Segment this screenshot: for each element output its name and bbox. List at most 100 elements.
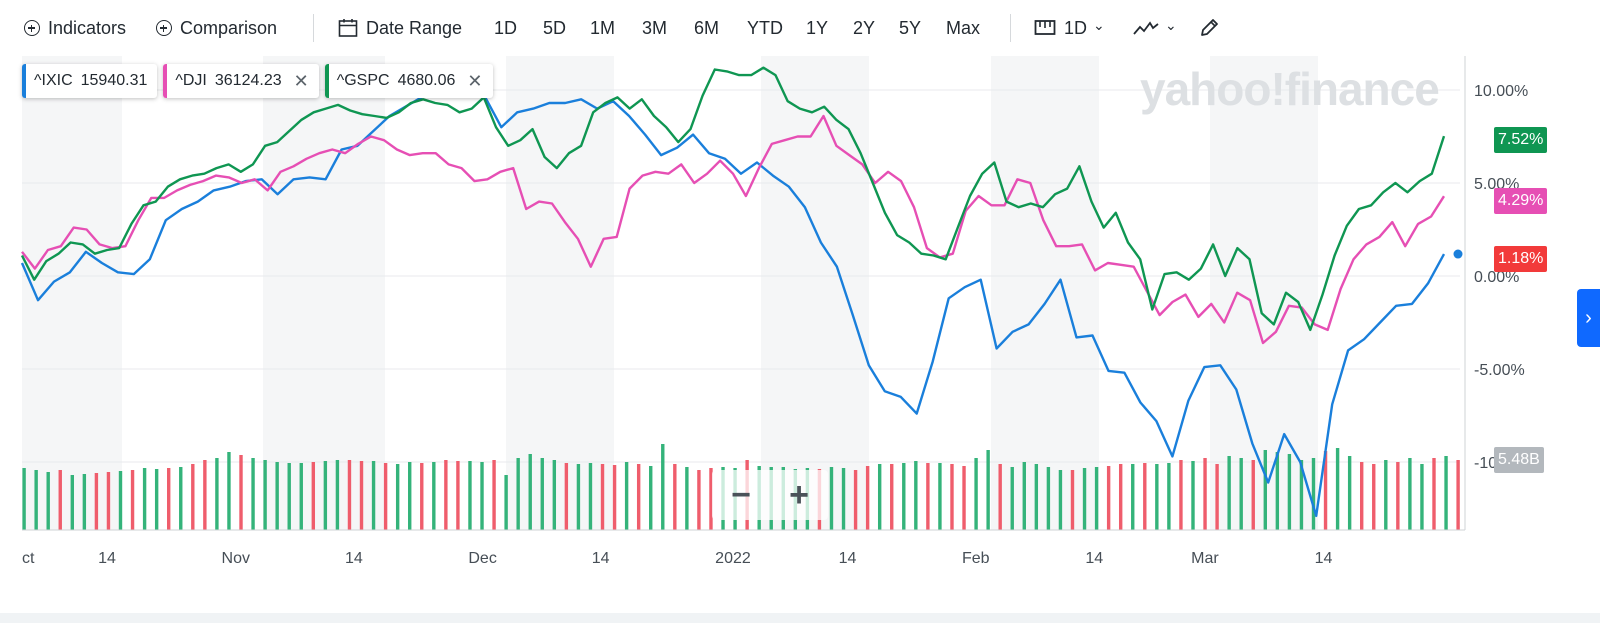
x-tick-label: 14 [345, 550, 363, 567]
volume-bar [1384, 460, 1388, 530]
range-5y[interactable]: 5Y [899, 17, 922, 38]
series-line-ixic[interactable] [20, 77, 1446, 518]
volume-bar [142, 468, 147, 530]
volume-bar [1022, 462, 1026, 530]
volume-bar [34, 470, 38, 530]
toolbar-divider [1010, 14, 1011, 42]
range-1y[interactable]: 1Y [806, 17, 829, 38]
volume-bar [697, 470, 701, 530]
volume-bar [576, 464, 581, 530]
volume-bar [347, 460, 352, 530]
range-1d[interactable]: 1D [494, 17, 518, 38]
indicators-button[interactable]: Indicators [24, 18, 126, 39]
close-icon[interactable]: ✕ [467, 70, 483, 91]
volume-bar [22, 468, 26, 530]
volume-bar [1143, 463, 1147, 530]
volume-bar [516, 458, 520, 530]
volume-bar [383, 463, 388, 530]
volume-bar [215, 458, 219, 530]
legend-chip-gspc[interactable]: ^GSPC 4680.06 ✕ [324, 64, 493, 98]
volume-bar [890, 464, 894, 530]
range-ytd[interactable]: YTD [747, 17, 783, 38]
volume-bar [962, 466, 966, 530]
volume-bar [154, 469, 159, 530]
volume-bar [1311, 458, 1316, 530]
volume-bar [191, 464, 195, 530]
series-line-gspc[interactable] [20, 66, 1446, 332]
volume-bar [1251, 460, 1255, 530]
x-tick-label: Dec [468, 550, 496, 567]
volume-bar [480, 462, 484, 530]
legend-chip-ixic[interactable]: ^IXIC 15940.31 [22, 64, 158, 98]
series-color-bar [324, 64, 329, 98]
volume-bar [1106, 466, 1111, 530]
volume-bar [1215, 464, 1219, 530]
volume-bar [528, 454, 532, 530]
volume-bar [179, 467, 183, 530]
volume-bar [275, 462, 279, 530]
zoom-in-button[interactable]: + [789, 475, 809, 514]
volume-bar [1046, 467, 1051, 530]
range-2y[interactable]: 2Y [853, 17, 876, 38]
legend-chip-dji[interactable]: ^DJI 36124.23 ✕ [163, 64, 319, 98]
range-5d[interactable]: 5D [543, 17, 567, 38]
volume-bar [420, 463, 424, 530]
volume-bar [468, 461, 472, 530]
volume-bar [46, 472, 50, 530]
volume-bar [865, 466, 870, 530]
indicators-label: Indicators [48, 17, 127, 38]
volume-bar [408, 462, 412, 530]
volume-bar [986, 450, 990, 530]
volume-bar [1432, 458, 1436, 530]
month-band [761, 56, 869, 530]
volume-bar [287, 463, 291, 530]
toolbar-divider [313, 14, 314, 42]
volume-bar [263, 460, 267, 530]
volume-bar [203, 460, 207, 530]
month-band [263, 56, 385, 530]
volume-bar [1372, 464, 1376, 530]
calendar-icon [338, 19, 358, 37]
close-icon[interactable]: ✕ [293, 70, 309, 91]
series-line-dji[interactable] [21, 114, 1446, 345]
range-max[interactable]: Max [946, 17, 981, 38]
interval-dropdown[interactable]: 1D ⌄ [1034, 17, 1105, 39]
volume-bar [914, 461, 918, 530]
volume-bar [1408, 458, 1412, 530]
volume-bar [70, 475, 75, 530]
date-range-button[interactable]: Date Range [338, 18, 462, 39]
zoom-out-button[interactable]: − [731, 475, 751, 514]
range-6m[interactable]: 6M [694, 17, 720, 38]
x-tick-label: Feb [962, 550, 990, 567]
expand-panel-tab[interactable]: › [1577, 289, 1600, 347]
legend: ^IXIC 15940.31 ^DJI 36124.23 ✕ ^GSPC 468… [22, 64, 493, 98]
month-band [506, 56, 614, 530]
y-tick-label: -5.00% [1474, 362, 1525, 379]
volume-bar [950, 464, 954, 530]
chart-type-dropdown[interactable]: ⌄ [1133, 17, 1177, 37]
y-tick-label: 10.00% [1474, 83, 1528, 100]
volume-last-value-tag: 5.48B [1494, 447, 1544, 473]
range-3m[interactable]: 3M [642, 17, 668, 38]
volume-bar [1082, 468, 1087, 530]
volume-bar [649, 466, 653, 530]
volume-bar [82, 474, 87, 530]
volume-bar [167, 468, 171, 530]
volume-bar [251, 458, 255, 530]
range-1m[interactable]: 1M [590, 17, 616, 38]
volume-bar [371, 461, 376, 530]
x-tick-label: 14 [1315, 550, 1333, 567]
volume-bar [1299, 460, 1304, 530]
comparison-button[interactable]: Comparison [156, 18, 277, 39]
volume-bar [938, 463, 942, 530]
volume-bar [1347, 456, 1352, 530]
volume-bar [1275, 452, 1280, 530]
volume-bar [552, 460, 557, 530]
draw-tool-button[interactable] [1198, 17, 1220, 39]
pencil-icon [1201, 19, 1218, 36]
volume-bar [540, 458, 544, 530]
volume-bar [1420, 464, 1424, 530]
ixic-last-point [1453, 249, 1463, 259]
x-tick-label: Nov [222, 550, 250, 567]
